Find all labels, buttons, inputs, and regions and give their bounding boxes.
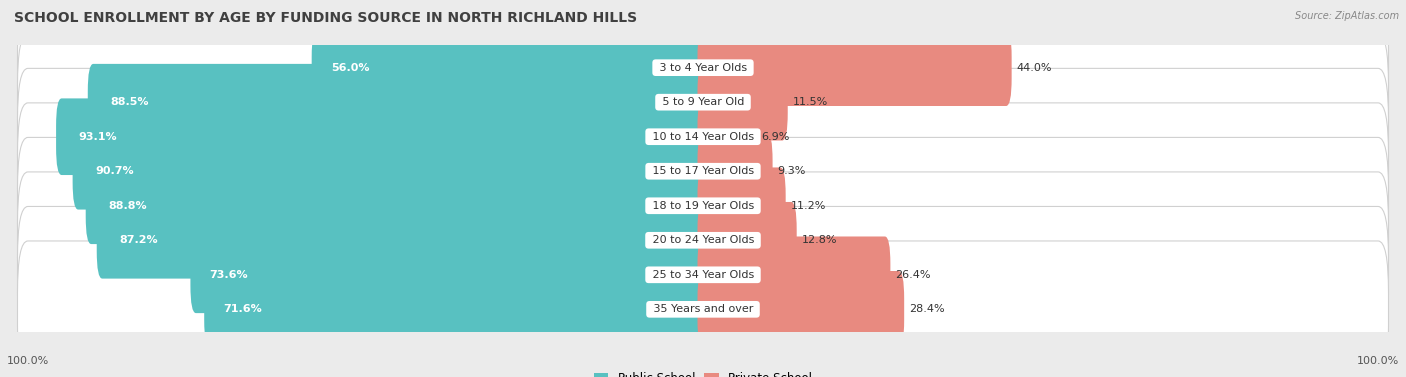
FancyBboxPatch shape xyxy=(697,133,772,210)
Text: 26.4%: 26.4% xyxy=(896,270,931,280)
FancyBboxPatch shape xyxy=(17,241,1389,377)
FancyBboxPatch shape xyxy=(17,137,1389,274)
Text: 11.5%: 11.5% xyxy=(793,97,828,107)
Text: 93.1%: 93.1% xyxy=(79,132,118,142)
Text: 10 to 14 Year Olds: 10 to 14 Year Olds xyxy=(648,132,758,142)
FancyBboxPatch shape xyxy=(73,133,709,210)
Text: 15 to 17 Year Olds: 15 to 17 Year Olds xyxy=(648,166,758,176)
FancyBboxPatch shape xyxy=(17,172,1389,309)
Text: 25 to 34 Year Olds: 25 to 34 Year Olds xyxy=(648,270,758,280)
FancyBboxPatch shape xyxy=(697,167,786,244)
FancyBboxPatch shape xyxy=(17,0,1389,136)
FancyBboxPatch shape xyxy=(697,29,1012,106)
Text: 90.7%: 90.7% xyxy=(96,166,134,176)
FancyBboxPatch shape xyxy=(190,236,709,313)
Text: SCHOOL ENROLLMENT BY AGE BY FUNDING SOURCE IN NORTH RICHLAND HILLS: SCHOOL ENROLLMENT BY AGE BY FUNDING SOUR… xyxy=(14,11,637,25)
FancyBboxPatch shape xyxy=(697,64,787,141)
Text: 12.8%: 12.8% xyxy=(801,235,837,245)
FancyBboxPatch shape xyxy=(697,236,890,313)
FancyBboxPatch shape xyxy=(697,271,904,348)
Text: 88.8%: 88.8% xyxy=(108,201,148,211)
Text: 100.0%: 100.0% xyxy=(1357,356,1399,366)
Legend: Public School, Private School: Public School, Private School xyxy=(591,369,815,377)
FancyBboxPatch shape xyxy=(86,167,709,244)
Text: 9.3%: 9.3% xyxy=(778,166,806,176)
Text: 28.4%: 28.4% xyxy=(910,304,945,314)
Text: 73.6%: 73.6% xyxy=(209,270,249,280)
FancyBboxPatch shape xyxy=(697,202,797,279)
Text: 87.2%: 87.2% xyxy=(120,235,157,245)
Text: 44.0%: 44.0% xyxy=(1017,63,1052,73)
Text: 20 to 24 Year Olds: 20 to 24 Year Olds xyxy=(648,235,758,245)
FancyBboxPatch shape xyxy=(97,202,709,279)
Text: 100.0%: 100.0% xyxy=(7,356,49,366)
FancyBboxPatch shape xyxy=(312,29,709,106)
Text: 18 to 19 Year Olds: 18 to 19 Year Olds xyxy=(648,201,758,211)
Text: 3 to 4 Year Olds: 3 to 4 Year Olds xyxy=(655,63,751,73)
Text: 88.5%: 88.5% xyxy=(111,97,149,107)
Text: 5 to 9 Year Old: 5 to 9 Year Old xyxy=(658,97,748,107)
Text: 71.6%: 71.6% xyxy=(224,304,263,314)
Text: 35 Years and over: 35 Years and over xyxy=(650,304,756,314)
FancyBboxPatch shape xyxy=(56,98,709,175)
FancyBboxPatch shape xyxy=(204,271,709,348)
Text: 56.0%: 56.0% xyxy=(330,63,370,73)
FancyBboxPatch shape xyxy=(17,68,1389,205)
Text: Source: ZipAtlas.com: Source: ZipAtlas.com xyxy=(1295,11,1399,21)
FancyBboxPatch shape xyxy=(17,207,1389,343)
Text: 6.9%: 6.9% xyxy=(761,132,789,142)
FancyBboxPatch shape xyxy=(697,98,756,175)
FancyBboxPatch shape xyxy=(87,64,709,141)
Text: 11.2%: 11.2% xyxy=(790,201,825,211)
FancyBboxPatch shape xyxy=(17,103,1389,240)
FancyBboxPatch shape xyxy=(17,34,1389,170)
